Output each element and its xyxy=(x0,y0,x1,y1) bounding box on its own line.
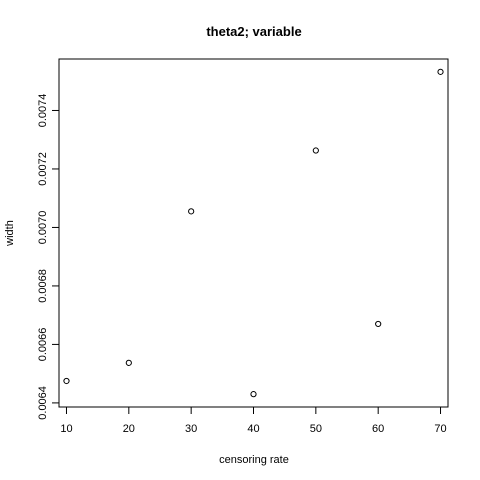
y-axis-label: width xyxy=(4,220,16,247)
x-tick-label: 10 xyxy=(60,423,72,435)
data-point xyxy=(63,377,70,385)
data-point xyxy=(375,320,382,328)
data-point xyxy=(250,391,257,398)
x-tick-label: 50 xyxy=(310,423,322,435)
x-tick-label: 40 xyxy=(247,423,259,435)
data-points xyxy=(63,68,444,398)
x-axis-label: censoring rate xyxy=(219,454,289,466)
x-tick-label: 30 xyxy=(185,423,197,435)
chart-title: theta2; variable xyxy=(206,24,301,39)
y-tick-label: 0.0064 xyxy=(37,386,49,420)
y-tick-label: 0.0066 xyxy=(37,328,49,362)
y-axis: 0.0064 0.0066 0.0068 0.0070 0.0072 0.0074 xyxy=(37,94,60,420)
data-point xyxy=(312,147,319,154)
data-point xyxy=(188,208,195,215)
plot-frame xyxy=(58,58,449,408)
y-tick-label: 0.0070 xyxy=(37,211,49,245)
y-tick-label: 0.0068 xyxy=(37,269,49,303)
y-tick-label: 0.0074 xyxy=(37,94,49,128)
data-point xyxy=(125,359,132,366)
data-point xyxy=(437,68,444,75)
y-tick-label: 0.0072 xyxy=(37,152,49,186)
x-tick-label: 70 xyxy=(434,423,446,435)
x-axis: 10 20 30 40 50 60 70 xyxy=(60,406,447,435)
x-tick-label: 20 xyxy=(123,423,135,435)
x-tick-label: 60 xyxy=(372,423,384,435)
